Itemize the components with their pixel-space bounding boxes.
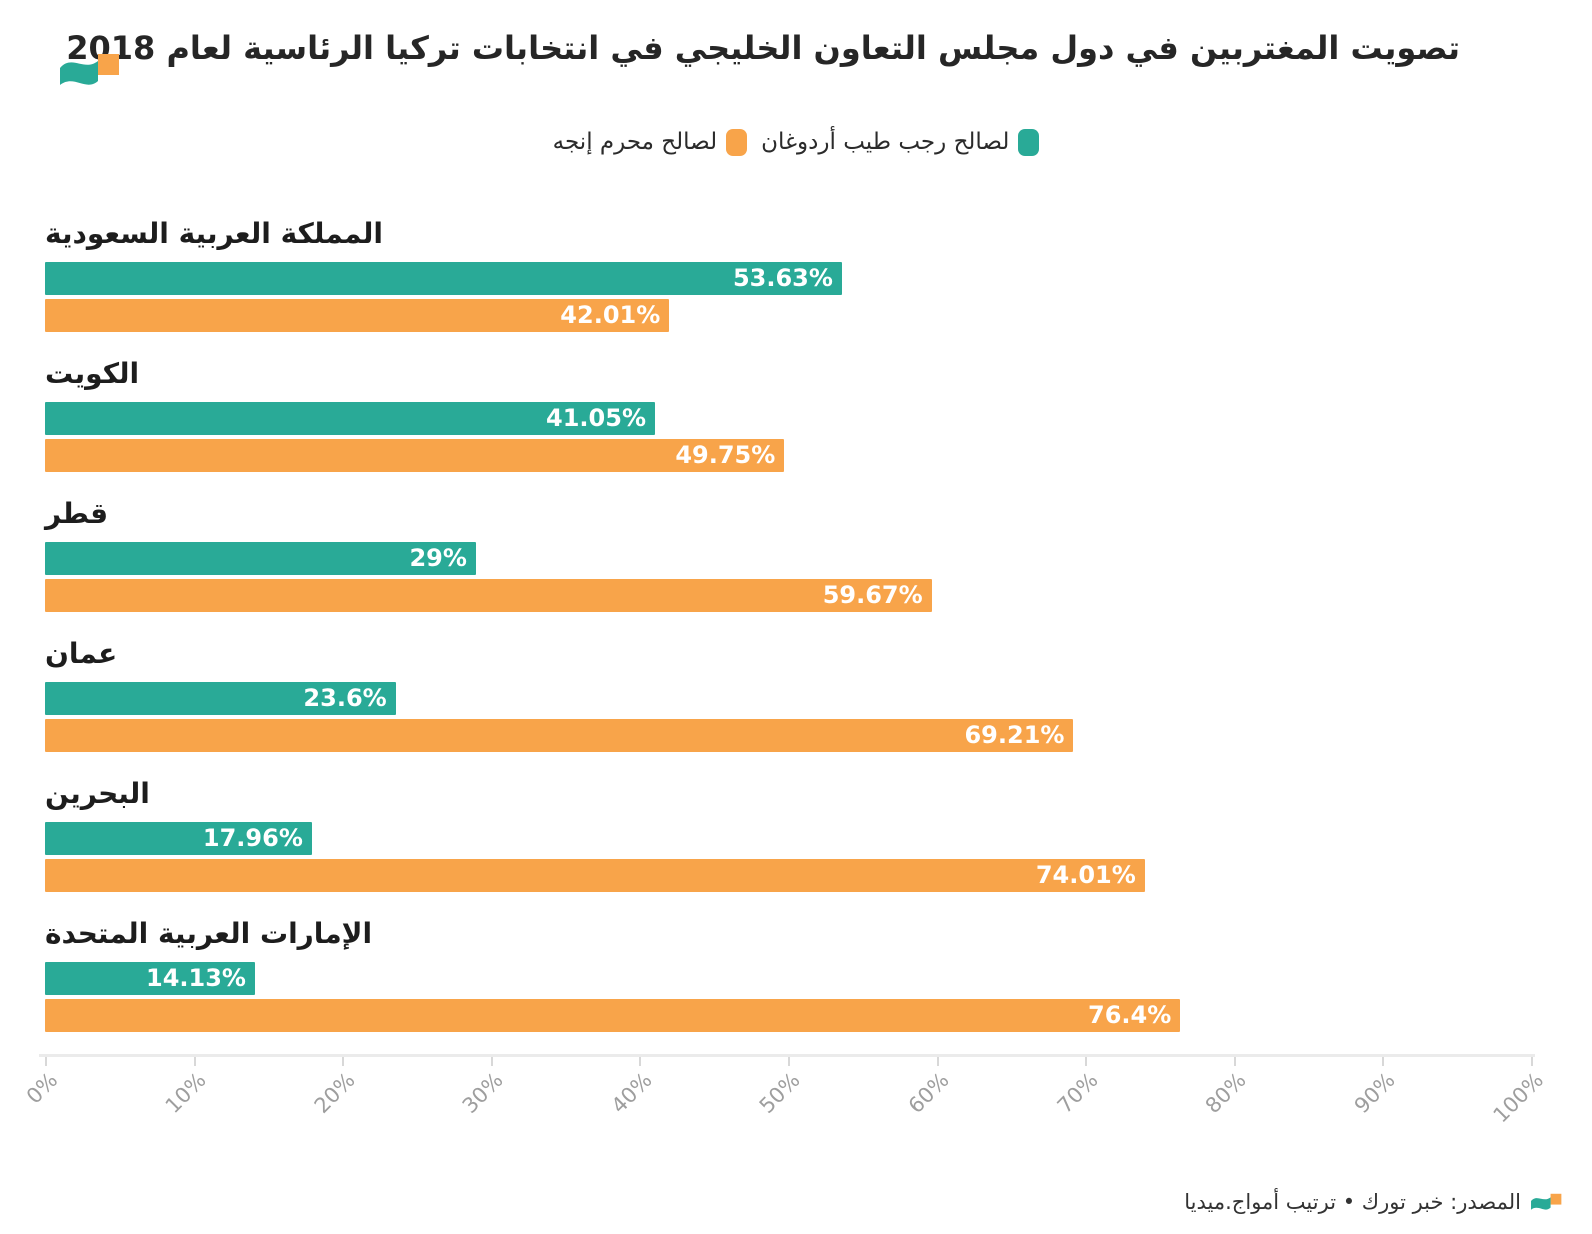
bar-erdogan: 14.13%	[45, 962, 255, 995]
bar-value-label: 69.21%	[964, 721, 1065, 749]
amwaj-logo-icon	[60, 54, 119, 85]
axis-tick-label: 100%	[1488, 1068, 1548, 1128]
source-text: المصدر: خبر تورك • ترتيب أمواج.ميديا	[1184, 1190, 1521, 1214]
bar-erdogan: 23.6%	[45, 682, 396, 715]
bar-value-label: 17.96%	[202, 824, 303, 852]
country-label: عمان	[45, 637, 118, 670]
x-axis: 0% 10% 20% 30% 40% 50% 60% 70% 80% 90% 100%	[21, 1054, 1548, 1162]
axis-tick	[639, 1057, 642, 1066]
legend: لصالح رجب طيب أردوغان لصالح محرم إنجه	[0, 124, 1592, 160]
axis-tick-label: 90%	[1349, 1068, 1400, 1118]
bar-value-label: 76.4%	[1088, 1001, 1172, 1029]
legend-item: لصالح رجب طيب أردوغان	[761, 128, 1040, 156]
chart-title: تصويت المغتربين في دول مجلس التعاون الخل…	[66, 29, 1460, 67]
legend-swatch	[726, 128, 748, 156]
country-label: البحرين	[45, 777, 150, 810]
axis-tick-label: 30%	[457, 1068, 508, 1118]
bar-ince: 69.21%	[45, 719, 1074, 752]
bar-group: عمان 23.6% 69.21%	[45, 634, 1531, 752]
bar-group: البحرين 17.96% 74.01%	[45, 774, 1531, 892]
axis-tick	[1233, 1057, 1236, 1066]
axis-tick-label: 50%	[754, 1068, 805, 1118]
bar-value-label: 53.63%	[732, 264, 833, 292]
axis-tick-label: 70%	[1052, 1068, 1103, 1118]
axis-tick	[193, 1057, 196, 1066]
footer: المصدر: خبر تورك • ترتيب أمواج.ميديا	[1184, 1190, 1566, 1214]
bar-erdogan: 29%	[45, 542, 476, 575]
axis-tick	[1382, 1057, 1385, 1066]
bar-group: قطر 29% 59.67%	[45, 494, 1531, 612]
country-label: الإمارات العربية المتحدة	[45, 917, 373, 950]
legend-label: لصالح رجب طيب أردوغان	[761, 129, 1010, 155]
bar-value-label: 59.67%	[822, 581, 923, 609]
bar-group: الكويت 41.05% 49.75%	[45, 354, 1531, 472]
bar-ince: 74.01%	[45, 859, 1145, 892]
axis-tick	[342, 1057, 345, 1066]
axis-tick	[936, 1057, 939, 1066]
country-label: المملكة العربية السعودية	[45, 217, 383, 250]
legend-item: لصالح محرم إنجه	[552, 128, 748, 156]
axis-tick	[1085, 1057, 1088, 1066]
bar-group: الإمارات العربية المتحدة 14.13% 76.4%	[45, 914, 1531, 1032]
bar-value-label: 49.75%	[675, 441, 776, 469]
bar-group: المملكة العربية السعودية 53.63% 42.01%	[45, 214, 1531, 332]
legend-swatch	[1018, 128, 1040, 156]
bar-value-label: 23.6%	[303, 684, 387, 712]
logo-orange-square	[1550, 1193, 1562, 1205]
bar-ince: 59.67%	[45, 579, 932, 612]
bar-value-label: 74.01%	[1035, 861, 1136, 889]
axis-tick-label: 60%	[903, 1068, 954, 1118]
bar-ince: 49.75%	[45, 439, 785, 472]
chart: المملكة العربية السعودية 53.63% 42.01% الكو…	[45, 214, 1531, 1032]
country-label: الكويت	[45, 357, 140, 390]
axis-tick-label: 80%	[1200, 1068, 1251, 1118]
logo-teal-wave	[60, 61, 98, 85]
bar-erdogan: 17.96%	[45, 822, 312, 855]
country-label: قطر	[45, 497, 109, 530]
axis-tick	[788, 1057, 790, 1066]
axis-tick-label: 0%	[21, 1068, 62, 1109]
axis-tick	[490, 1057, 493, 1066]
amwaj-footer-logo-icon	[1531, 1193, 1562, 1210]
bar-value-label: 29%	[409, 544, 467, 572]
bar-value-label: 42.01%	[560, 301, 661, 329]
axis-tick	[45, 1057, 47, 1066]
bar-erdogan: 53.63%	[45, 262, 842, 295]
bar-erdogan: 41.05%	[45, 402, 655, 435]
logo-teal-wave	[1531, 1197, 1551, 1210]
axis-tick-label: 20%	[309, 1068, 360, 1118]
bar-ince: 42.01%	[45, 299, 670, 332]
axis-line	[39, 1054, 1535, 1057]
axis-tick-label: 10%	[160, 1068, 211, 1118]
bar-value-label: 14.13%	[146, 964, 246, 992]
axis-tick	[1531, 1057, 1533, 1066]
logo-orange-square	[98, 54, 119, 75]
bar-ince: 76.4%	[45, 999, 1181, 1032]
axis-tick-label: 40%	[606, 1068, 657, 1118]
bar-value-label: 41.05%	[546, 404, 646, 432]
legend-label: لصالح محرم إنجه	[552, 129, 718, 155]
